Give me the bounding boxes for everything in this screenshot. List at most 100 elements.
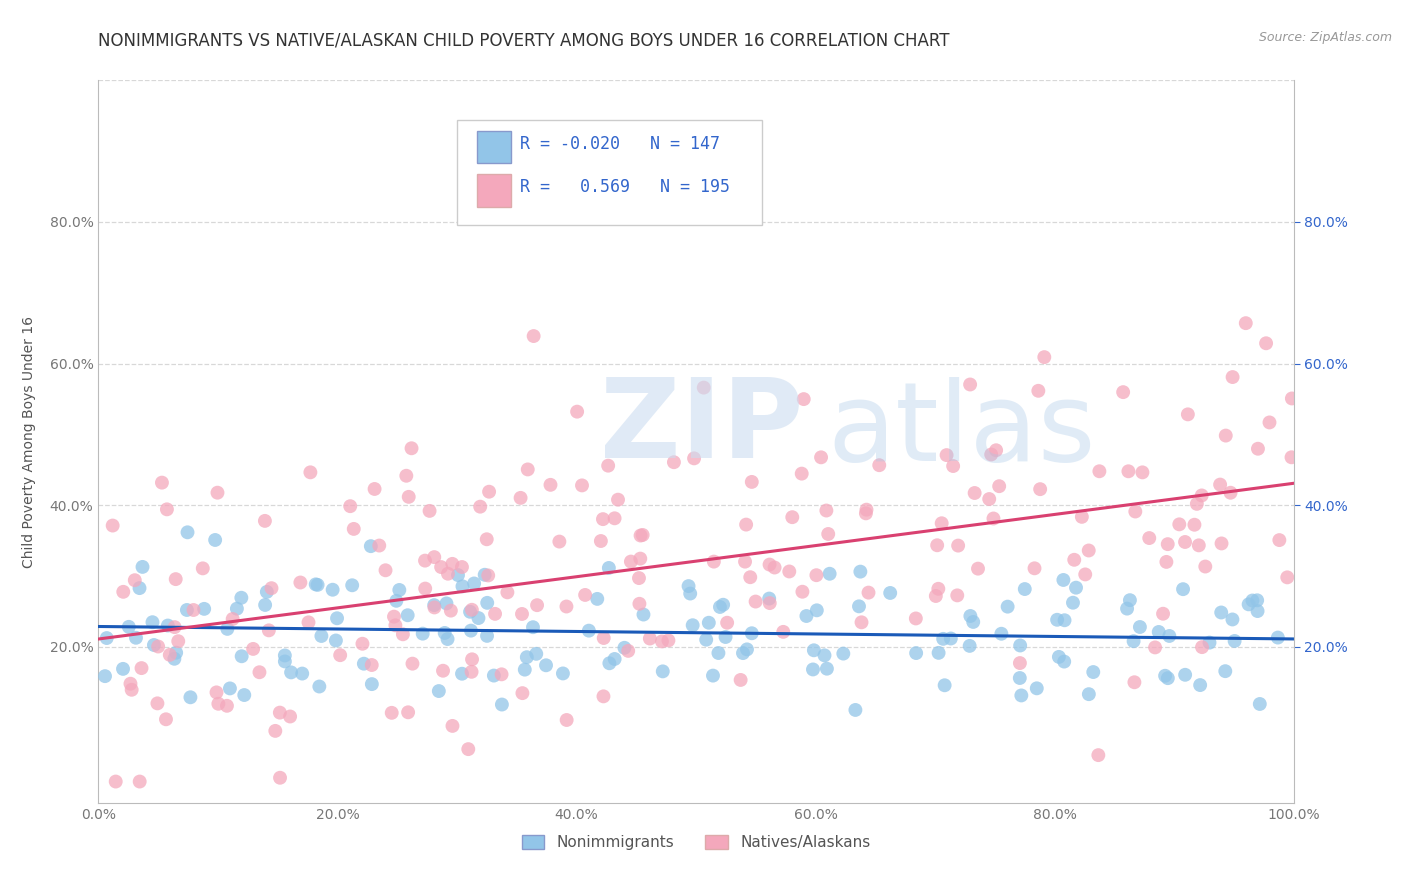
Y-axis label: Child Poverty Among Boys Under 16: Child Poverty Among Boys Under 16 [22,316,35,567]
Point [458,605,481,619]
Point [711,598,734,612]
Point [695,632,717,647]
Point [592,690,614,704]
Point [730,673,752,687]
Point [946,588,969,602]
Point [1064,581,1087,595]
Point [959,609,981,624]
Point [1116,601,1139,615]
Point [844,703,866,717]
Point [176,525,198,540]
Point [477,596,499,610]
Point [758,596,780,610]
Point [793,392,815,406]
Point [441,557,464,571]
Point [1137,531,1160,545]
Point [1209,477,1232,491]
Point [734,555,756,569]
Point [401,442,423,456]
Point [413,554,436,568]
Point [475,629,498,643]
Point [219,681,242,696]
Point [1062,596,1084,610]
Point [242,641,264,656]
Point [156,502,179,516]
Point [931,516,953,531]
Point [603,652,626,666]
Point [1215,428,1237,442]
Point [360,539,382,553]
Point [96,631,118,645]
Point [683,451,706,466]
Point [326,611,349,625]
Point [758,558,780,572]
Point [1174,535,1197,549]
Point [491,667,513,681]
Point [990,626,1012,640]
Point [1008,671,1031,685]
Point [131,560,153,574]
Point [1198,635,1220,649]
Point [1277,570,1299,584]
Point [513,663,536,677]
Point [638,632,661,646]
Point [447,568,470,582]
Point [419,504,441,518]
Point [1223,634,1246,648]
Point [260,581,283,595]
Point [772,624,794,639]
Point [176,603,198,617]
Point [1159,629,1181,643]
FancyBboxPatch shape [457,120,762,225]
Point [183,603,205,617]
Point [1185,497,1208,511]
Point [204,533,226,547]
Point [461,603,484,617]
Point [1191,640,1213,654]
Point [249,665,271,680]
Point [352,637,374,651]
Point [141,615,163,630]
Point [526,598,548,612]
Point [879,586,901,600]
Point [509,491,531,505]
Point [1025,681,1047,696]
Point [477,568,499,582]
Point [731,646,754,660]
Point [741,626,763,640]
Point [707,646,730,660]
Point [855,502,877,516]
Point [121,682,143,697]
Point [806,603,828,617]
Point [441,719,464,733]
Point [231,591,253,605]
Point [714,630,737,644]
Point [396,608,419,623]
Point [815,662,838,676]
Point [124,573,146,587]
Point [207,697,229,711]
Point [1118,464,1140,478]
Point [1247,442,1270,456]
Point [125,631,148,645]
Point [412,626,434,640]
Point [451,579,474,593]
Point [946,539,969,553]
Point [703,555,725,569]
Point [205,685,228,699]
Point [1184,517,1206,532]
Point [1211,606,1233,620]
Point [1168,517,1191,532]
Point [942,458,965,473]
Point [534,658,557,673]
Point [423,600,446,615]
Point [1077,687,1099,701]
Point [813,648,835,663]
Point [1010,639,1032,653]
Point [451,666,474,681]
Point [586,591,609,606]
Point [1010,689,1032,703]
Point [1074,567,1097,582]
Point [848,599,870,614]
Point [810,450,832,465]
